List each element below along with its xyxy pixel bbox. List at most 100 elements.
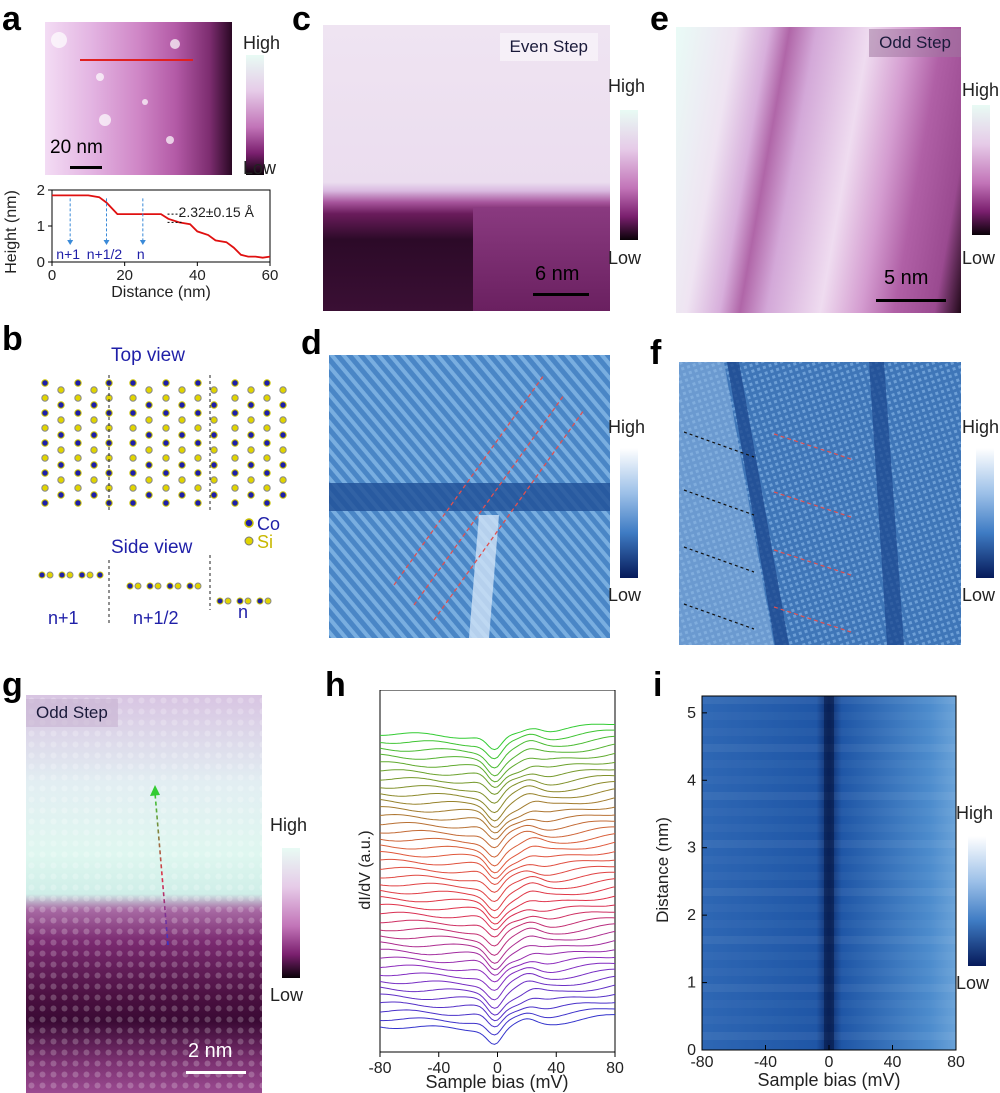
si-atom <box>174 582 182 590</box>
co-atom <box>162 439 170 447</box>
dIdV-map-d <box>329 355 610 638</box>
si-atom <box>134 582 142 590</box>
spectrum-curve <box>379 769 616 795</box>
adatom-clusters <box>51 32 180 144</box>
co-atom <box>129 379 137 387</box>
spectrum-curve <box>380 865 616 893</box>
colorbar-c <box>620 110 638 240</box>
scale-label-c: 6 nm <box>535 263 580 285</box>
co-atom <box>74 409 82 417</box>
si-atom <box>90 446 98 454</box>
legend-co: Co <box>257 514 281 534</box>
step-label: n <box>137 246 145 262</box>
side-view-lattice <box>38 571 272 605</box>
co-atom <box>162 469 170 477</box>
si-atom <box>74 454 82 462</box>
bright-vertical-feature <box>469 515 499 638</box>
co-atom <box>146 582 154 590</box>
map-xtick-label: -40 <box>754 1054 777 1071</box>
panel-label-g: g <box>2 666 23 704</box>
spectrum-curve <box>379 781 616 814</box>
spectrum-curve <box>379 775 616 804</box>
si-atom <box>90 416 98 424</box>
co-atom <box>74 469 82 477</box>
si-atom <box>194 484 202 492</box>
co-atom <box>279 461 287 469</box>
dIdV-map-f <box>679 362 961 645</box>
si-atom <box>57 386 65 394</box>
crystal-structure-diagram <box>38 375 287 625</box>
topography-image-e: Odd Step 5 nm <box>676 27 961 313</box>
si-atom <box>86 571 94 579</box>
profile-xtick-label: 0 <box>48 267 56 284</box>
spectrum-curve <box>379 735 616 769</box>
co-atom <box>145 401 153 409</box>
colorbar-high-d: High <box>608 417 646 437</box>
profile-xtick-label: 60 <box>262 267 279 284</box>
colorbar-high-i: High <box>956 803 994 823</box>
si-atom <box>162 454 170 462</box>
map-ytick-label: 2 <box>687 907 696 924</box>
co-atom <box>231 499 239 507</box>
si-atom <box>279 416 287 424</box>
map-ytick-label: 0 <box>687 1042 696 1059</box>
si-atom <box>247 476 255 484</box>
co-atom <box>178 491 186 499</box>
spectrum-curve <box>379 956 616 983</box>
spectrum-curve <box>379 871 615 903</box>
si-atom <box>57 476 65 484</box>
si-atom <box>129 454 137 462</box>
spectrum-curve <box>379 975 616 1009</box>
si-atom <box>210 386 218 394</box>
height-profile-chart: 0 20 40 60 0 1 2 n+1 n+1/2 n 2.32±0.15 Å Height (n… <box>3 182 279 301</box>
si-atom <box>162 424 170 432</box>
si-atom <box>145 386 153 394</box>
profile-ytick-label: 2 <box>37 182 45 199</box>
spectrum-curve <box>379 859 616 886</box>
si-atom <box>244 597 252 605</box>
co-atom <box>145 491 153 499</box>
spectrum-curve <box>379 752 616 783</box>
co-atom <box>263 439 271 447</box>
spectrum-curve <box>379 911 615 938</box>
co-atom <box>41 379 49 387</box>
map-ytick-label: 1 <box>687 975 696 992</box>
si-atom <box>247 416 255 424</box>
spectrum-curve <box>380 940 616 971</box>
scale-label-g: 2 nm <box>188 1040 233 1062</box>
si-atom <box>57 416 65 424</box>
panel-label-i: i <box>653 666 663 704</box>
si-atom <box>57 446 65 454</box>
co-atom <box>263 379 271 387</box>
spectrum-curve <box>379 826 615 858</box>
si-atom <box>145 446 153 454</box>
panel-label-b: b <box>2 320 23 358</box>
co-atom <box>38 571 46 579</box>
co-atom <box>247 401 255 409</box>
co-atom <box>263 499 271 507</box>
colorbar-d <box>620 448 638 578</box>
co-atom <box>194 499 202 507</box>
step-arrow-head <box>103 240 110 245</box>
co-atom <box>194 379 202 387</box>
co-atom <box>247 431 255 439</box>
co-atom <box>90 461 98 469</box>
scale-bar-c <box>533 293 589 296</box>
colorbar-low-d: Low <box>608 585 642 605</box>
si-atom <box>263 484 271 492</box>
co-atom <box>90 401 98 409</box>
map-xtick-label: 0 <box>825 1054 834 1071</box>
step-tag-c: Even Step <box>499 33 598 61</box>
co-atom <box>166 582 174 590</box>
co-atom <box>41 469 49 477</box>
si-atom <box>74 394 82 402</box>
top-view-label: Top view <box>111 345 185 366</box>
si-atom <box>178 416 186 424</box>
co-atom <box>74 379 82 387</box>
colorbar-i <box>968 836 986 966</box>
topography-image-c: Even Step 6 nm <box>323 25 610 311</box>
colorbar-high-c: High <box>608 76 646 96</box>
si-atom <box>74 484 82 492</box>
co-atom <box>74 499 82 507</box>
step-edge-1-f <box>727 362 789 645</box>
